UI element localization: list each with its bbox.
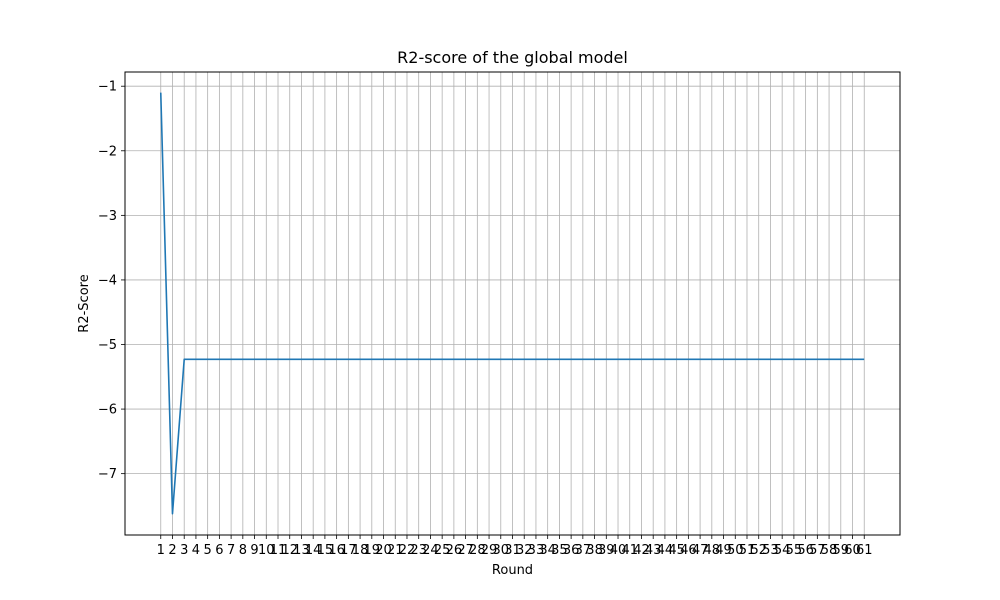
x-tick-label: 3 [180,543,188,558]
x-tick-label: 24 [422,543,439,558]
x-tick-label: 19 [364,543,381,558]
y-gridlines [125,85,900,475]
x-tick-label: 45 [668,543,685,558]
x-tick-label: 44 [657,543,674,558]
x-tick-label: 40 [610,543,627,558]
y-axis-label: R2-Score [77,274,92,332]
x-tick-label: 61 [856,543,873,558]
y-tick-label: −1 [98,80,117,95]
x-tick-label: 25 [434,543,451,558]
x-tick-label: 2 [168,543,176,558]
x-tick-label: 36 [563,543,580,558]
x-tick-label: 37 [575,543,592,558]
x-tick-label: 16 [328,543,345,558]
x-tick-label: 17 [340,543,357,558]
x-tick-label: 60 [844,543,861,558]
x-tick-label: 20 [375,543,392,558]
x-tick-label: 26 [446,543,463,558]
x-tick-label: 27 [457,543,474,558]
chart-title: R2-score of the global model [397,48,628,67]
x-axis-label: Round [492,563,533,578]
y-tick-label: −2 [98,144,117,159]
x-tick-label: 43 [645,543,662,558]
x-tick-label: 53 [762,543,779,558]
x-tick-label: 39 [598,543,615,558]
x-tick-label: 31 [504,543,521,558]
x-tick-label: 48 [704,543,721,558]
x-tick-label: 55 [786,543,803,558]
x-tick-label: 12 [281,543,298,558]
x-tick-label: 21 [387,543,404,558]
x-tick-label: 14 [305,543,322,558]
x-tick-label: 23 [410,543,427,558]
x-tick-label: 54 [774,543,791,558]
x-tick-label: 35 [551,543,568,558]
x-tick-label: 11 [270,543,287,558]
x-tick-label: 52 [750,543,767,558]
series-line [159,92,865,515]
x-tick-label: 42 [633,543,650,558]
x-tick-label: 4 [192,543,200,558]
x-tick-label: 8 [239,543,247,558]
x-tick-label: 7 [227,543,235,558]
x-tick-label: 59 [833,543,850,558]
x-tick-label: 29 [481,543,498,558]
x-tick-label: 28 [469,543,486,558]
x-tick-label: 41 [621,543,638,558]
x-tick-label: 9 [250,543,258,558]
x-tick-label: 57 [809,543,826,558]
x-tick-label: 56 [797,543,814,558]
x-tick-label: 1 [157,543,165,558]
x-tick-label: 34 [539,543,556,558]
x-tick-label: 46 [680,543,697,558]
x-tick-label: 50 [727,543,744,558]
x-tick-label: 33 [528,543,545,558]
series-layer [159,92,865,515]
x-tick-label: 13 [293,543,310,558]
x-tick-label: 51 [739,543,756,558]
x-tick-label: 18 [352,543,369,558]
x-tick-label: 10 [258,543,275,558]
y-axis-ticks: −7 −6 −5 −4 −3 −2 −1 [98,80,125,482]
y-tick-label: −5 [98,338,117,353]
y-tick-label: −6 [98,403,117,418]
x-tick-label: 30 [493,543,510,558]
x-gridlines [160,72,865,535]
x-axis-ticks: 1 2 3 4 5 6 7 8 9 1011121314151617181920212223242… [157,535,873,558]
x-tick-label: 49 [715,543,732,558]
x-tick-label: 15 [317,543,334,558]
x-tick-label: 5 [204,543,212,558]
y-tick-label: −7 [98,467,117,482]
x-tick-label: 22 [399,543,416,558]
x-tick-label: 47 [692,543,709,558]
y-tick-label: −3 [98,209,117,224]
y-tick-label: −4 [98,273,117,288]
x-tick-label: 38 [586,543,603,558]
x-tick-label: 32 [516,543,533,558]
x-tick-label: 58 [821,543,838,558]
x-tick-label: 6 [215,543,223,558]
